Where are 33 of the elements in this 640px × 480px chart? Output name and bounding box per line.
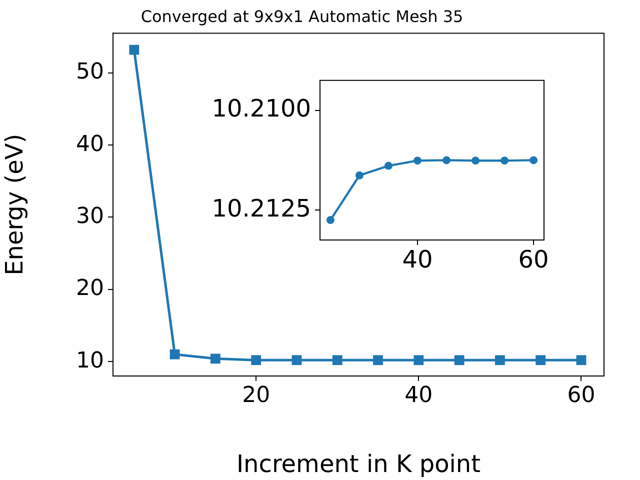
point xyxy=(414,355,424,366)
point xyxy=(292,355,302,366)
y-tick-label: 20 xyxy=(76,276,104,302)
y-tick-label: 40 xyxy=(76,132,104,157)
x-tick-label: 60 xyxy=(518,246,549,274)
y-axis-title: Energy (eV) xyxy=(0,134,29,276)
point xyxy=(355,171,364,180)
point xyxy=(454,355,464,366)
y-tick-label: 10 xyxy=(76,348,104,374)
point xyxy=(442,156,451,164)
point xyxy=(413,156,422,165)
point xyxy=(373,355,383,366)
point xyxy=(210,354,220,364)
x-tick-label: 60 xyxy=(567,382,596,408)
point xyxy=(326,216,334,224)
point xyxy=(495,355,505,366)
point xyxy=(384,162,392,170)
y-tick-label: 50 xyxy=(76,60,104,85)
x-axis-title: Increment in K point xyxy=(236,450,481,478)
point xyxy=(536,355,546,366)
y-tick-label: 30 xyxy=(76,204,104,229)
y-tick-label: 10.2100 xyxy=(212,94,311,123)
point xyxy=(251,355,262,366)
x-tick-label: 40 xyxy=(404,382,433,408)
chart-title: Converged at 9x9x1 Automatic Mesh 35 xyxy=(140,6,464,26)
point xyxy=(170,349,180,360)
point xyxy=(530,156,538,164)
point xyxy=(129,44,140,55)
y-tick-label: 10.2125 xyxy=(212,194,311,222)
point xyxy=(472,156,480,165)
point xyxy=(576,355,586,366)
point xyxy=(500,156,509,165)
point xyxy=(332,355,342,366)
